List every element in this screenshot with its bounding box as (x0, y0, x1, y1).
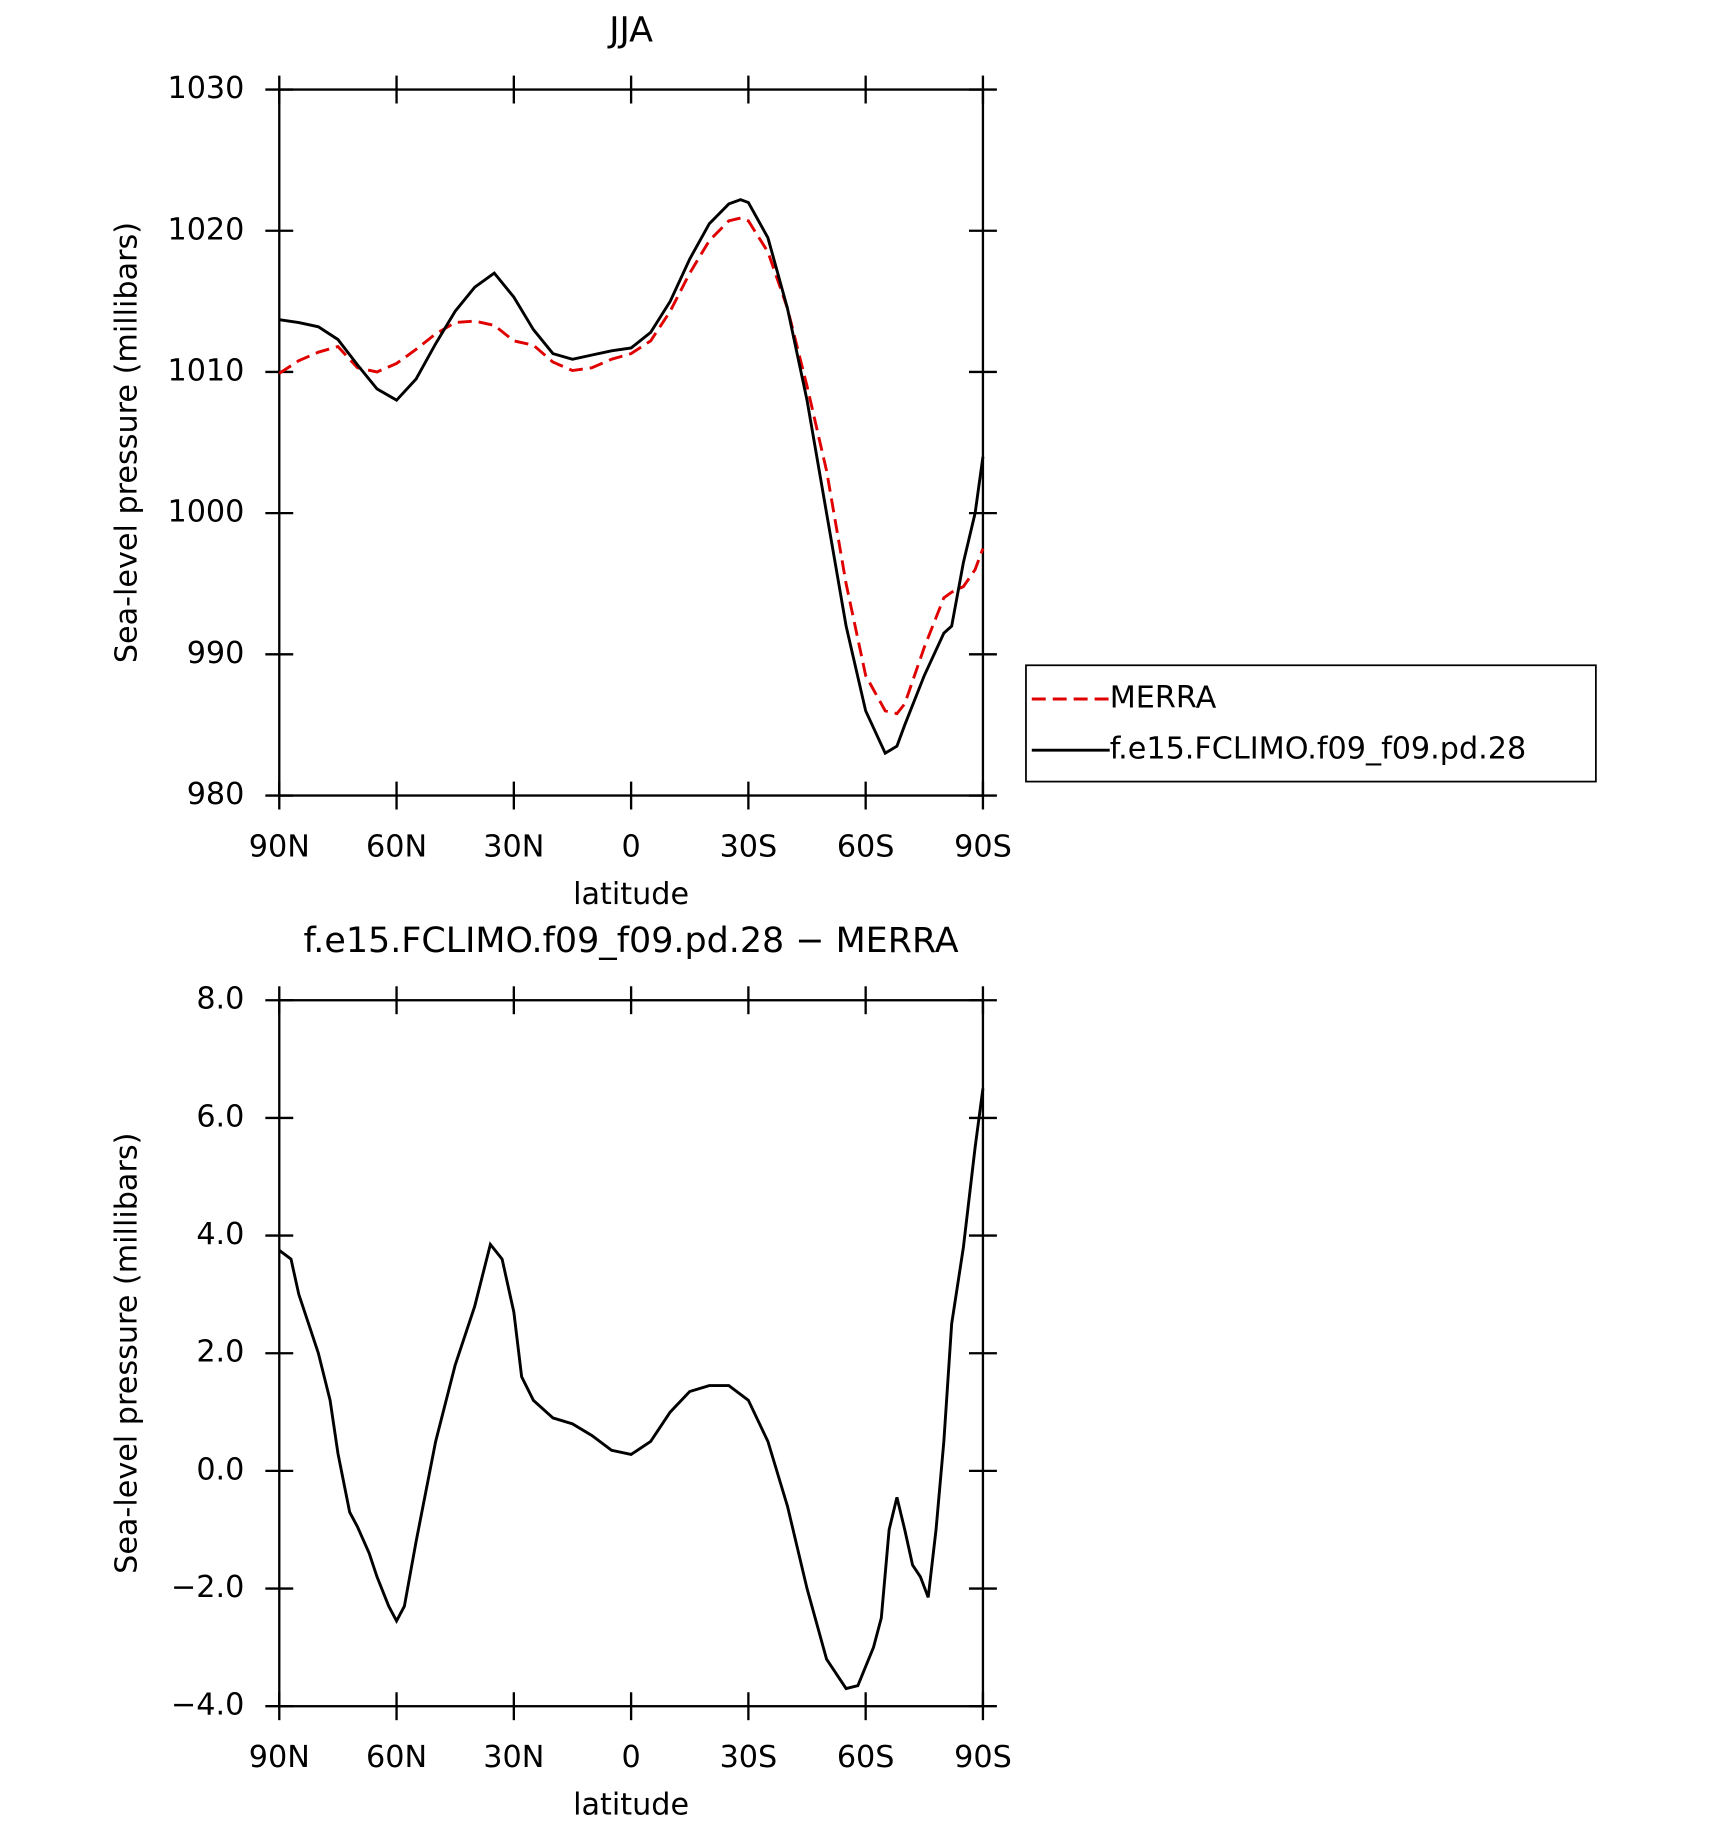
y-axis-label: Sea-level pressure (millibars) (110, 222, 145, 663)
y-tick-label: 1030 (167, 71, 244, 106)
x-tick-label: 60S (837, 829, 895, 864)
x-tick-label: 90S (954, 1740, 1012, 1775)
y-tick-label: 1010 (167, 353, 244, 388)
legend-label: MERRA (1110, 681, 1217, 716)
y-tick-label: 1020 (167, 212, 244, 247)
legend-box (1025, 664, 1597, 783)
x-tick-label: 0 (621, 829, 640, 864)
x-tick-label: 30N (483, 829, 544, 864)
y-tick-label: −2.0 (171, 1570, 244, 1605)
x-tick-label: 60N (366, 1740, 427, 1775)
plot-frame (278, 88, 985, 797)
y-tick-label: 1000 (167, 495, 244, 530)
series-line (279, 198, 985, 756)
x-tick-label: 30S (720, 1740, 778, 1775)
y-axis-label: Sea-level pressure (millibars) (110, 1133, 145, 1574)
x-axis-label: latitude (573, 1788, 689, 1823)
y-tick-label: 980 (187, 777, 245, 812)
y-tick-label: −4.0 (171, 1688, 244, 1723)
x-tick-label: 90S (954, 829, 1012, 864)
y-tick-label: 6.0 (196, 1099, 244, 1134)
y-tick-label: 4.0 (196, 1217, 244, 1252)
y-tick-label: 2.0 (196, 1335, 244, 1370)
x-tick-label: 60N (366, 829, 427, 864)
x-tick-label: 90N (249, 1740, 310, 1775)
x-tick-label: 0 (621, 1740, 640, 1775)
series-line (278, 1088, 985, 1691)
x-tick-label: 30S (720, 829, 778, 864)
chart-title: f.e15.FCLIMO.f09_f09.pd.28 − MERRA (304, 921, 959, 961)
x-tick-label: 90N (249, 829, 310, 864)
x-tick-label: 30N (483, 1740, 544, 1775)
x-axis-label: latitude (573, 877, 689, 912)
x-tick-label: 60S (837, 1740, 895, 1775)
y-tick-label: 990 (187, 636, 245, 671)
chart-title: JJA (607, 10, 653, 50)
series-line (278, 216, 985, 716)
legend-label: f.e15.FCLIMO.f09_f09.pd.28 (1110, 732, 1526, 767)
y-tick-label: 0.0 (196, 1452, 244, 1487)
y-tick-label: 8.0 (196, 982, 244, 1017)
